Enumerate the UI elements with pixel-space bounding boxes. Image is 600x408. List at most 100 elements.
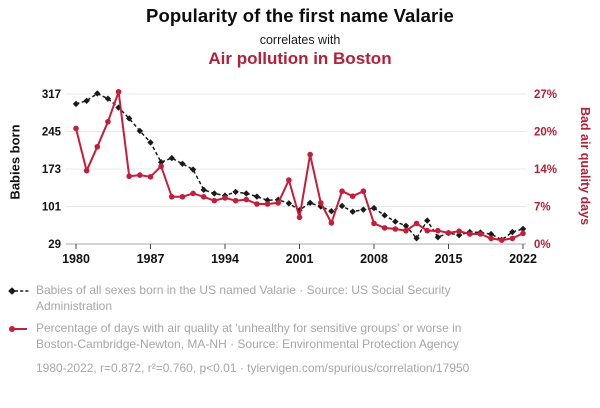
y-left-tick-label: 29	[48, 239, 61, 251]
red-series-point	[477, 231, 484, 237]
black-series-point	[519, 225, 527, 233]
red-series-point	[73, 125, 79, 132]
black-series-point	[392, 218, 399, 225]
red-series-point	[264, 201, 271, 207]
red-series-point	[126, 173, 133, 180]
y-left-tick-label: 173	[42, 164, 61, 176]
red-series-point	[83, 167, 90, 174]
y-axis-label-right: Bad air quality days	[578, 106, 592, 226]
x-tick-label: 2022	[509, 252, 537, 266]
x-tick-label: 2001	[286, 252, 314, 266]
footer-note: 1980-2022, r=0.872, r²=0.760, p<0.01 · t…	[36, 361, 592, 375]
black-series-point	[370, 204, 378, 212]
red-series-point	[105, 118, 111, 125]
red-series-point	[190, 190, 196, 197]
red-series-point	[243, 196, 250, 203]
red-series-point	[488, 235, 494, 242]
legend: Babies of all sexes born in the US named…	[8, 283, 592, 375]
red-series-point	[520, 230, 526, 237]
black-series-point	[487, 230, 495, 238]
red-series-point	[381, 225, 388, 231]
red-series-point	[286, 177, 292, 183]
red-series-point	[360, 188, 367, 195]
black-series-point	[349, 208, 356, 215]
red-series-point	[168, 193, 175, 200]
black-series-point	[381, 212, 388, 219]
red-series-point	[254, 201, 260, 207]
red-series-point	[424, 227, 431, 234]
red-series-point	[403, 227, 409, 234]
black-series-point	[434, 234, 442, 241]
page-subtitle: correlates with	[259, 33, 341, 47]
footer-stats: 1980-2022, r=0.872, r²=0.760, p<0.01	[36, 361, 237, 375]
y-left-tick-label: 101	[42, 202, 62, 214]
black-series-point	[157, 159, 165, 166]
black-series-point	[200, 186, 207, 194]
black-series-point	[104, 95, 112, 102]
red-series-point	[317, 200, 324, 206]
footer-separator: ·	[236, 361, 248, 375]
red-series-point	[328, 220, 335, 226]
x-tick-label: 1994	[211, 252, 239, 266]
black-series-point	[189, 166, 197, 173]
red-series-point	[349, 193, 356, 200]
y-left-tick-label: 317	[42, 89, 61, 101]
red-series-point	[158, 163, 164, 170]
x-tick-label: 2015	[435, 252, 463, 266]
red-series-point	[137, 172, 143, 178]
red-series-point	[94, 143, 101, 150]
black-series-point	[179, 160, 186, 167]
red-series-point	[179, 193, 186, 200]
black-series-point	[306, 199, 314, 207]
black-series-point	[72, 100, 80, 108]
red-series-point	[371, 220, 377, 227]
red-series-point	[200, 193, 207, 200]
red-series-point	[296, 214, 303, 221]
red-series-point	[115, 88, 122, 95]
red-series-point	[392, 226, 399, 232]
black-series-point	[136, 127, 144, 135]
black-series-point	[338, 202, 346, 210]
red-series-point	[307, 151, 313, 158]
y-right-tick-label: 14%	[534, 164, 557, 176]
red-series-point	[509, 235, 516, 242]
red-series-point	[413, 220, 420, 227]
black-series-point	[126, 115, 133, 122]
black-series-point	[243, 190, 250, 197]
black-series-point	[360, 206, 367, 213]
y-left-tick-label: 245	[42, 127, 62, 139]
black-series-point	[424, 217, 431, 224]
x-tick-label: 1980	[62, 252, 90, 266]
black-series-point	[285, 200, 293, 207]
red-series-point	[435, 227, 441, 234]
y-right-tick-label: 0%	[534, 239, 551, 251]
y-right-tick-label: 27%	[534, 89, 557, 101]
red-series-point	[232, 197, 239, 204]
black-series-point	[211, 190, 218, 197]
black-series-point	[509, 228, 516, 236]
black-series-point	[253, 193, 261, 200]
x-tick-label: 1987	[137, 252, 165, 266]
x-tick-label: 2008	[360, 252, 388, 266]
black-series-point	[232, 188, 239, 196]
black-series-point	[402, 222, 410, 229]
legend-item-label: Percentage of days with air quality at '…	[36, 321, 462, 351]
legend-item-label: Babies of all sexes born in the US named…	[36, 283, 451, 313]
black-series-point	[455, 231, 463, 239]
red-series-point	[147, 173, 154, 180]
y-right-tick-label: 7%	[534, 202, 551, 214]
red-series-point	[445, 230, 452, 236]
y-right-tick-label: 20%	[534, 127, 557, 139]
red-series-point	[498, 237, 505, 243]
legend-item-babies: Babies of all sexes born in the US named…	[8, 283, 592, 314]
black-series-point	[328, 207, 335, 215]
red-solid-circle-icon	[9, 326, 27, 332]
page-title-secondary: Air pollution in Boston	[208, 49, 392, 68]
red-series-point	[339, 188, 345, 195]
chart-canvas: 317 245 173 101 29 27% 20% 14% 7% 0% 1980 1987 1994 2…	[42, 88, 557, 266]
footer-link[interactable]: tylervigen.com/spurious/correlation/1795…	[247, 361, 470, 375]
red-series-point	[275, 200, 282, 206]
legend-item-pollution: Percentage of days with air quality at '…	[8, 321, 592, 352]
red-series-point	[466, 231, 473, 237]
